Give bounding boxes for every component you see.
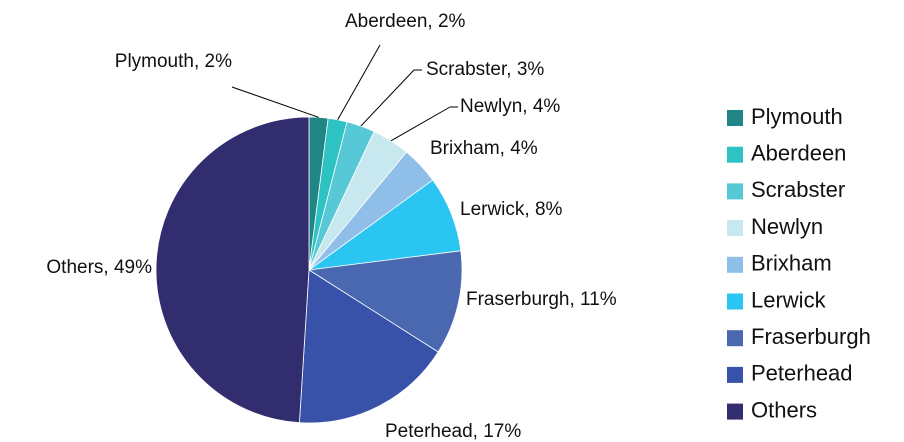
leader-line [231, 86, 319, 118]
legend-swatch [727, 403, 743, 420]
data-label: Brixham, 4% [430, 138, 538, 159]
legend-label: Fraserburgh [751, 324, 871, 349]
data-label: Fraserburgh, 11% [466, 289, 617, 310]
data-label: Lerwick, 8% [460, 199, 563, 220]
legend-swatch [727, 293, 743, 310]
data-label: Plymouth, 2% [115, 51, 232, 72]
data-label: Aberdeen, 2% [345, 11, 466, 32]
pie-slice [155, 116, 310, 424]
data-label: Peterhead, 17% [385, 421, 521, 442]
legend-swatch [727, 330, 743, 347]
legend-label: Others [751, 397, 817, 422]
legend-label: Brixham [751, 251, 832, 276]
data-label: Others, 49% [46, 257, 152, 278]
legend-label: Newlyn [751, 214, 823, 239]
legend-label: Plymouth [751, 104, 843, 129]
legend-label: Aberdeen [751, 141, 846, 166]
legend-swatch [727, 256, 743, 273]
data-label: Newlyn, 4% [460, 96, 560, 117]
legend-label: Scrabster [751, 177, 845, 202]
legend-swatch [727, 220, 743, 237]
leader-line [360, 69, 415, 127]
legend-swatch [727, 110, 743, 126]
legend-swatch [727, 366, 743, 383]
data-label: Scrabster, 3% [426, 59, 544, 80]
legend-label: Peterhead [751, 361, 853, 386]
pie-slice [307, 250, 463, 353]
leader-line [337, 44, 381, 120]
legend-label: Lerwick [751, 287, 827, 312]
leader-line [390, 106, 451, 142]
legend-swatch [727, 146, 743, 163]
pie-slice [298, 269, 439, 424]
legend-swatch [727, 183, 743, 200]
